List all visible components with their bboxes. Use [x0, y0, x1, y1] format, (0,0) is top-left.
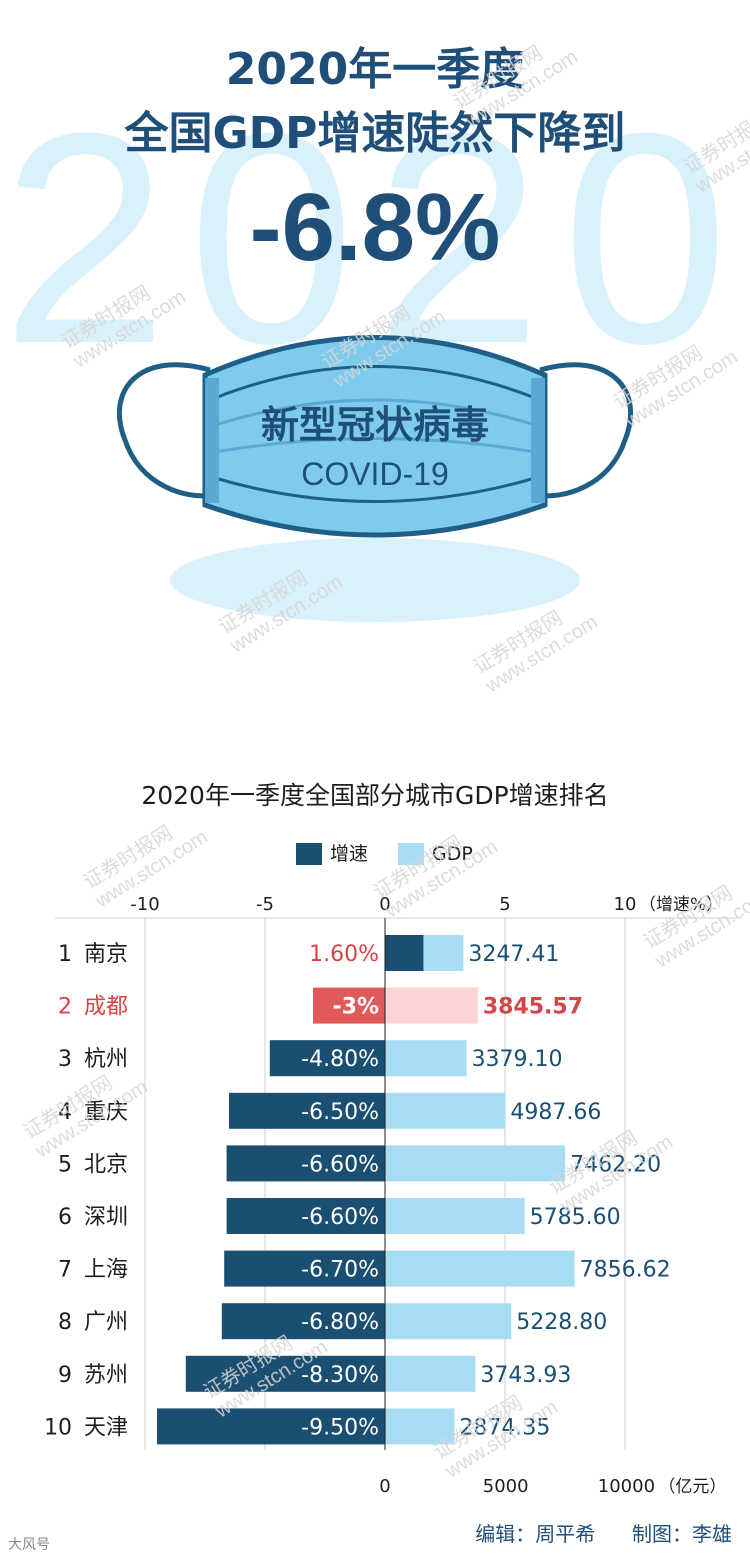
gdp-data-label: 3743.93 — [480, 1363, 571, 1388]
growth-bar — [226, 1145, 385, 1182]
growth-data-label: -4.80% — [301, 1047, 379, 1072]
gdp-bar — [385, 1303, 512, 1340]
row-city: 南京 — [84, 942, 128, 967]
growth-data-label: -6.50% — [301, 1100, 379, 1125]
row-rank: 7 — [58, 1258, 72, 1283]
bottom-axis-tick-label: 10000 — [598, 1476, 655, 1497]
gdp-data-label: 7856.62 — [580, 1258, 671, 1283]
growth-bar — [221, 1303, 385, 1340]
bottom-axis-tick-label: 5000 — [483, 1476, 529, 1497]
top-axis-tick-label: 5 — [499, 894, 510, 915]
top-axis-unit-label: （增速%） — [639, 895, 723, 915]
row-city: 上海 — [84, 1258, 128, 1283]
mask-pleat — [214, 437, 536, 454]
gdp-data-label: 4987.66 — [510, 1100, 601, 1125]
growth-bar — [185, 1355, 385, 1392]
mask-pleat — [214, 476, 536, 503]
row-city: 苏州 — [84, 1363, 128, 1388]
row-city: 天津 — [84, 1415, 128, 1440]
mask-pleat — [214, 365, 536, 400]
row-rank: 10 — [44, 1415, 72, 1440]
legend-label-growth: 增速 — [330, 843, 369, 865]
editor-credit: 编辑：周平希 — [475, 1522, 596, 1546]
bottom-axis-unit-label: （亿元） — [658, 1477, 726, 1497]
row-rank: 1 — [58, 942, 72, 967]
row-rank: 8 — [58, 1310, 72, 1335]
face-mask-illustration — [117, 335, 633, 622]
row-rank: 9 — [58, 1363, 72, 1388]
mask-seam-right — [531, 378, 545, 503]
gdp-bar — [385, 1198, 525, 1234]
row-rank: 5 — [58, 1152, 72, 1177]
growth-bar — [229, 1092, 385, 1129]
top-axis-tick-label: 0 — [379, 894, 390, 915]
top-axis-tick-label: -5 — [256, 894, 274, 915]
growth-bar — [269, 1040, 385, 1077]
gdp-bar — [385, 1250, 575, 1287]
gdp-data-label: 3247.41 — [468, 942, 559, 967]
headline-line-2: 全国GDP增速陡然下降到 — [124, 108, 626, 159]
gdp-bar — [385, 987, 478, 1024]
right-ear-loop — [534, 362, 633, 499]
gdp-data-label: 7462.20 — [570, 1152, 661, 1177]
growth-data-label: -9.50% — [301, 1415, 379, 1440]
gdp-data-label: 5228.80 — [516, 1310, 607, 1335]
row-city: 重庆 — [84, 1100, 128, 1125]
mask-subtitle: COVID-19 — [301, 456, 449, 492]
top-axis-tick-label: -10 — [130, 894, 159, 915]
growth-bar — [313, 987, 385, 1024]
row-rank: 6 — [58, 1205, 72, 1230]
legend-label-gdp: GDP — [432, 843, 473, 865]
growth-bar — [226, 1198, 385, 1234]
growth-data-label: -6.60% — [301, 1152, 379, 1177]
row-city: 杭州 — [84, 1047, 128, 1072]
gdp-data-label: 3845.57 — [483, 995, 583, 1020]
logo-text: 大风号 — [8, 1537, 50, 1553]
mask-pleat — [214, 398, 536, 427]
legend-swatch-gdp — [398, 843, 424, 865]
top-axis-tick-label: 10 — [614, 894, 637, 915]
growth-bar — [385, 935, 424, 971]
row-rank: 4 — [58, 1100, 72, 1125]
headline-value: -6.8% — [249, 174, 501, 281]
row-city: 广州 — [84, 1310, 128, 1335]
gdp-bar — [385, 1092, 506, 1129]
mask-shadow — [170, 538, 580, 622]
growth-bar — [224, 1250, 385, 1287]
credits: 编辑：周平希 制图：李雄 — [475, 1522, 732, 1546]
row-city: 深圳 — [84, 1205, 128, 1230]
growth-bar — [157, 1408, 385, 1445]
gdp-data-label: 2874.35 — [459, 1415, 550, 1440]
row-city: 北京 — [84, 1152, 128, 1177]
gdp-bar — [385, 1040, 467, 1077]
growth-data-label: -8.30% — [301, 1363, 379, 1388]
gdp-bar — [385, 1145, 566, 1182]
growth-data-label: -6.80% — [301, 1310, 379, 1335]
gdp-data-label: 5785.60 — [530, 1205, 621, 1230]
growth-data-label: 1.60% — [309, 942, 379, 967]
bottom-axis-tick-label: 0 — [379, 1476, 390, 1497]
left-ear-loop — [117, 362, 216, 499]
legend-swatch-growth — [296, 843, 322, 865]
row-city: 成都 — [84, 995, 128, 1020]
gdp-bar — [385, 1355, 476, 1392]
growth-data-label: -6.70% — [301, 1258, 379, 1283]
gdp-data-label: 3379.10 — [472, 1047, 563, 1072]
gdp-bar — [385, 1408, 455, 1445]
row-rank: 2 — [58, 995, 72, 1020]
growth-data-label: -6.60% — [301, 1205, 379, 1230]
mask-seam-left — [205, 378, 219, 503]
row-rank: 3 — [58, 1047, 72, 1072]
growth-data-label: -3% — [333, 995, 379, 1020]
gdp-growth-chart: -10 -5 0 5 10 （增速%）0 5000 10000 （亿元）1 南京 1.60% 3247… — [44, 894, 740, 1497]
designer-credit: 制图：李雄 — [632, 1522, 732, 1546]
chart-title: 2020年一季度全国部分城市GDP增速排名 — [141, 781, 609, 810]
headline-line-1: 2020年一季度 — [225, 44, 525, 95]
mask-title: 新型冠状病毒 — [260, 403, 489, 447]
